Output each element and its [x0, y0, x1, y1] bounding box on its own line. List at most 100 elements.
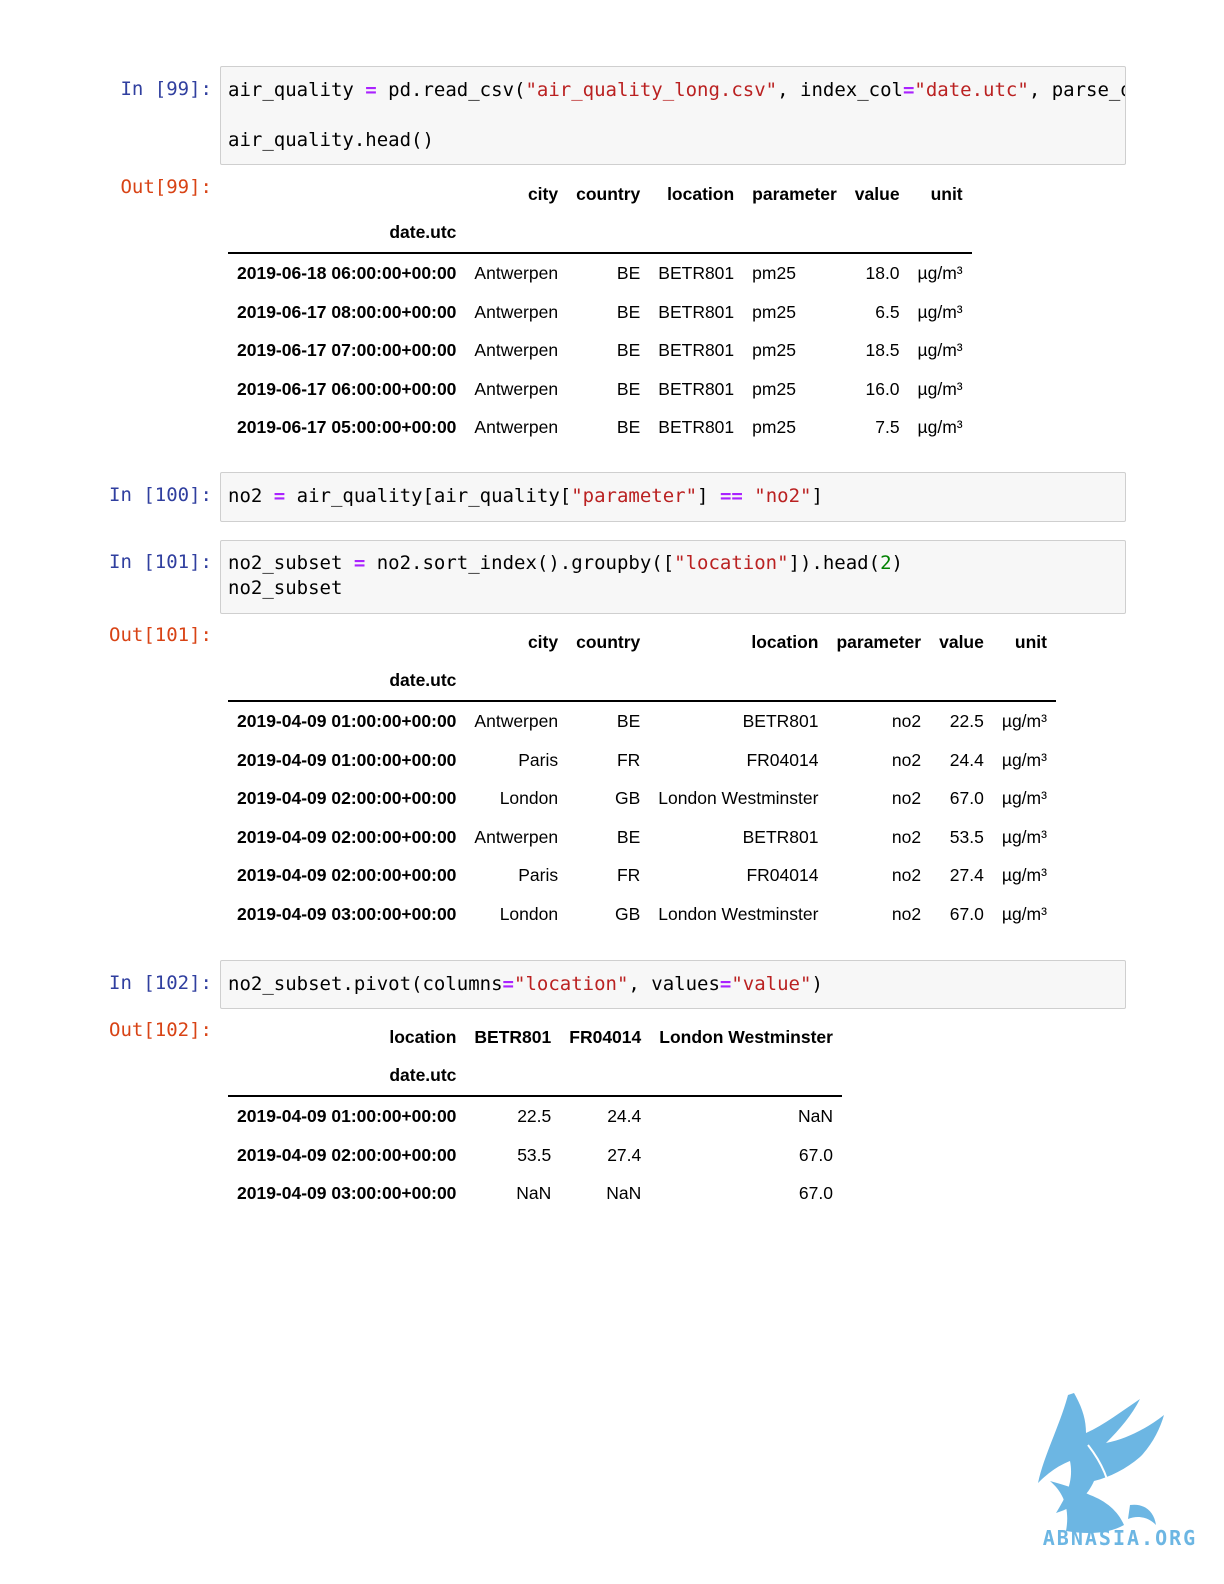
- table-cell: FR04014: [746, 749, 819, 770]
- empty-header-cell: [567, 661, 650, 703]
- empty-header-cell: [649, 661, 828, 703]
- table-row: 2019-04-09 03:00:00+00:00 London GB London …: [228, 895, 1056, 934]
- code-line: no2 = air_quality[air_quality["parameter…: [228, 484, 823, 509]
- table-cell: no2: [891, 826, 922, 847]
- dataframe-output-99: city country location parameter value unit dat…: [228, 175, 972, 447]
- code-line: no2_subset: [228, 576, 342, 601]
- index-name: date.utc: [228, 213, 466, 255]
- code-token: , values: [628, 973, 720, 995]
- table-row: 2019-06-17 05:00:00+00:00 Antwerpen BE BETR…: [228, 409, 972, 448]
- code-token: no2_subset: [228, 552, 354, 574]
- column-header: London Westminster: [659, 1026, 833, 1047]
- code-token: ): [811, 973, 823, 995]
- code-line: no2_subset = no2.sort_index().groupby(["…: [228, 551, 903, 576]
- table-cell: 67.0: [949, 903, 984, 924]
- empty-header-cell: [649, 213, 744, 255]
- table-cell: 6.5: [875, 301, 900, 322]
- code-token: "parameter": [571, 485, 698, 507]
- code-token: ]: [811, 485, 823, 507]
- row-index: 2019-04-09 02:00:00+00:00: [237, 865, 457, 886]
- table-cell: FR: [616, 749, 641, 770]
- table-cell: FR: [616, 865, 641, 886]
- empty-header-cell: [930, 661, 993, 703]
- row-index: 2019-04-09 01:00:00+00:00: [237, 1105, 457, 1126]
- table-row: 2019-04-09 01:00:00+00:00 22.5 24.4 NaN: [228, 1096, 842, 1136]
- code-cell-99[interactable]: air_quality = pd.read_csv("air_quality_l…: [220, 66, 1126, 165]
- header-row: location BETR801 FR04014 London Westminster: [228, 1018, 842, 1057]
- table-cell: BE: [616, 710, 641, 731]
- row-index: 2019-06-17 06:00:00+00:00: [237, 378, 457, 399]
- table-cell: 7.5: [875, 417, 900, 438]
- table-cell: 22.5: [517, 1105, 552, 1126]
- table-cell: µg/m³: [1001, 826, 1047, 847]
- table-cell: 67.0: [798, 1144, 833, 1165]
- table-cell: 24.4: [607, 1105, 642, 1126]
- code-token: "date.utc": [914, 79, 1029, 101]
- table-cell: BETR801: [658, 340, 735, 361]
- code-cell-101[interactable]: no2_subset = no2.sort_index().groupby(["…: [220, 540, 1126, 614]
- row-index: 2019-04-09 02:00:00+00:00: [237, 826, 457, 847]
- table-cell: BE: [616, 378, 641, 399]
- column-header: parameter: [836, 631, 922, 652]
- index-name-row: date.utc: [228, 1056, 842, 1098]
- table-cell: BETR801: [658, 378, 735, 399]
- empty-header-cell: [845, 213, 909, 255]
- table-cell: 18.5: [865, 340, 900, 361]
- code-token: =: [719, 973, 732, 995]
- code-token: air_quality: [228, 79, 366, 101]
- columns-name: [228, 175, 465, 214]
- dataframe-output-101: city country location parameter value unit dat…: [228, 623, 1056, 934]
- code-cell-100[interactable]: no2 = air_quality[air_quality["parameter…: [220, 472, 1126, 522]
- table-cell: 22.5: [949, 710, 984, 731]
- empty-header-cell: [560, 1056, 651, 1098]
- empty-header-cell: [465, 1056, 561, 1098]
- code-token: no2_subset: [228, 577, 343, 599]
- code-token: =: [273, 485, 286, 507]
- row-index: 2019-04-09 01:00:00+00:00: [237, 749, 457, 770]
- table-cell: 53.5: [517, 1144, 552, 1165]
- table-cell: BE: [616, 262, 641, 283]
- table-cell: BE: [616, 301, 641, 322]
- index-name: date.utc: [228, 661, 466, 703]
- table-row: 2019-06-17 06:00:00+00:00 Antwerpen BE BETR…: [228, 370, 972, 409]
- table-cell: no2: [891, 903, 922, 924]
- table-cell: GB: [614, 788, 641, 809]
- table-cell: BE: [616, 826, 641, 847]
- table-cell: BE: [616, 417, 641, 438]
- code-token: "location": [514, 973, 629, 995]
- table-cell: pm25: [752, 262, 796, 283]
- row-index: 2019-04-09 03:00:00+00:00: [237, 1183, 457, 1204]
- empty-header-cell: [465, 213, 568, 255]
- code-token: ): [891, 552, 903, 574]
- table-cell: Antwerpen: [474, 417, 559, 438]
- table-cell: Antwerpen: [474, 826, 559, 847]
- table-cell: µg/m³: [1001, 749, 1047, 770]
- table-cell: µg/m³: [917, 262, 963, 283]
- code-token: =: [502, 973, 514, 995]
- row-index: 2019-04-09 02:00:00+00:00: [237, 788, 457, 809]
- table-row: 2019-04-09 01:00:00+00:00 Paris FR FR04014 n…: [228, 741, 1056, 780]
- code-cell-102[interactable]: no2_subset.pivot(columns="location", val…: [220, 960, 1126, 1009]
- code-token: air_quality[air_quality[: [285, 485, 572, 507]
- columns-name: [228, 623, 465, 662]
- table-cell: no2: [891, 749, 922, 770]
- table-cell: Antwerpen: [474, 262, 559, 283]
- code-token: [743, 485, 754, 507]
- empty-header-cell: [992, 661, 1056, 703]
- table-cell: µg/m³: [917, 301, 963, 322]
- table-cell: µg/m³: [917, 340, 963, 361]
- table-cell: Paris: [518, 865, 559, 886]
- header-row: city country location parameter value unit: [228, 623, 1056, 662]
- code-token: =: [365, 79, 377, 101]
- table-cell: 24.4: [949, 749, 984, 770]
- column-header: country: [576, 183, 641, 204]
- code-token: =: [902, 79, 915, 101]
- table-row: 2019-06-17 08:00:00+00:00 Antwerpen BE BETR…: [228, 293, 972, 332]
- table-cell: BETR801: [658, 301, 735, 322]
- code-token: no2_subset.pivot(columns: [228, 973, 503, 995]
- table-cell: µg/m³: [1001, 865, 1047, 886]
- column-header: unit: [930, 183, 963, 204]
- table-cell: London Westminster: [658, 788, 819, 809]
- code-token: "location": [674, 552, 789, 574]
- column-header: value: [854, 183, 900, 204]
